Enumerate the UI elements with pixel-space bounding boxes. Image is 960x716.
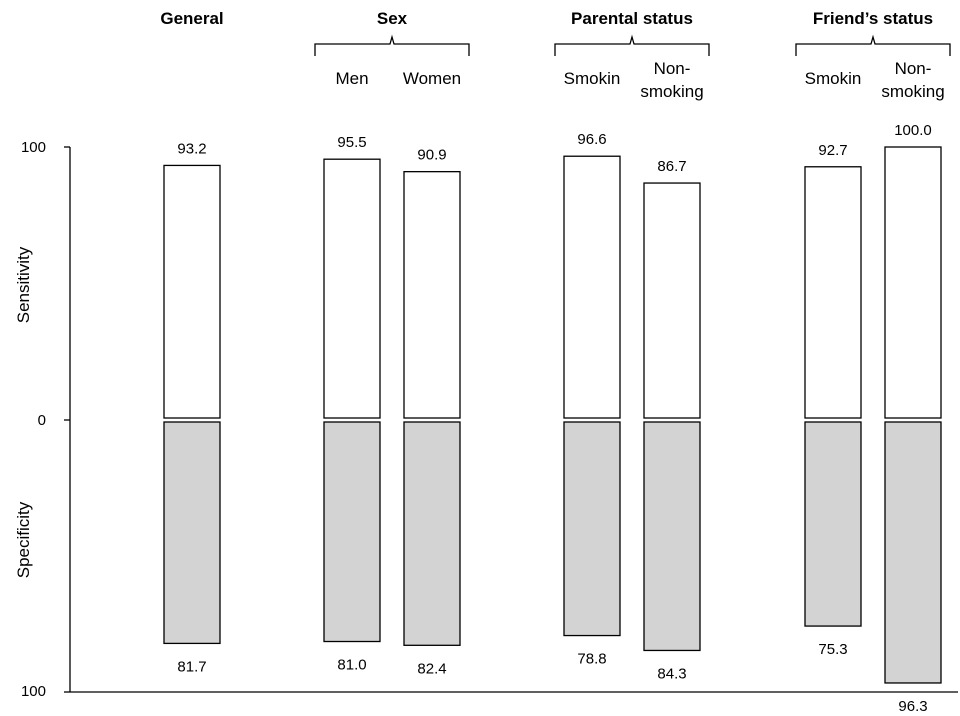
sensitivity-bar xyxy=(403,171,461,419)
specificity-value-label: 96.3 xyxy=(898,698,927,715)
group-title: Parental status xyxy=(571,9,693,28)
specificity-bar xyxy=(403,421,461,646)
y-axis-title-specificity: Specificity xyxy=(14,501,33,578)
sensitivity-bar xyxy=(804,166,862,419)
bar-category-label: Non-smoking xyxy=(640,59,703,101)
bar-category-label: Women xyxy=(403,69,461,88)
specificity-bar xyxy=(884,421,942,684)
sensitivity-value-label: 86.7 xyxy=(657,158,686,175)
specificity-bar xyxy=(804,421,862,627)
bar-category-label: Smokin xyxy=(805,69,862,88)
specificity-bar xyxy=(323,421,381,643)
group-bracket xyxy=(795,34,951,56)
group-bracket xyxy=(554,34,710,56)
bar-category-label: Men xyxy=(335,69,368,88)
group-title: Sex xyxy=(377,9,408,28)
bar-category-label: Non-smoking xyxy=(881,59,944,101)
bar-category-label-line: Smokin xyxy=(805,69,862,88)
group-title: General xyxy=(160,9,223,28)
specificity-value-label: 78.8 xyxy=(577,651,606,668)
specificity-value-label: 75.3 xyxy=(818,641,847,658)
specificity-value-label: 82.4 xyxy=(417,660,446,677)
sensitivity-bar xyxy=(563,155,621,419)
y-axis-title-sensitivity: Sensitivity xyxy=(14,246,33,323)
group-title: Friend’s status xyxy=(813,9,933,28)
sensitivity-value-label: 92.7 xyxy=(818,142,847,159)
sensitivity-value-label: 90.9 xyxy=(417,147,446,164)
specificity-value-label: 81.7 xyxy=(177,658,206,675)
bar-category-label-line: Women xyxy=(403,69,461,88)
sensitivity-bar xyxy=(643,182,701,419)
bar-category-label-line: Non- xyxy=(654,59,691,78)
specificity-bar xyxy=(563,421,621,637)
sensitivity-bar xyxy=(163,164,221,419)
specificity-bar xyxy=(643,421,701,652)
sensitivity-bar xyxy=(884,146,942,419)
bar-category-label-line: Non- xyxy=(895,59,932,78)
sensitivity-value-label: 95.5 xyxy=(337,134,366,151)
bar-category-label-line: smoking xyxy=(640,82,703,101)
bar-category-label-line: Men xyxy=(335,69,368,88)
bar-category-label: Smokin xyxy=(564,69,621,88)
specificity-value-label: 84.3 xyxy=(657,665,686,682)
y-tick-label-bottom: 100 xyxy=(21,683,46,700)
sensitivity-bar xyxy=(323,158,381,419)
bar-category-label-line: smoking xyxy=(881,82,944,101)
bar-category-label-line: Smokin xyxy=(564,69,621,88)
y-tick-label-middle: 0 xyxy=(38,412,46,429)
sensitivity-value-label: 100.0 xyxy=(894,122,932,139)
y-tick-label-top: 100 xyxy=(21,139,46,156)
specificity-bar xyxy=(163,421,221,645)
group-bracket xyxy=(314,34,470,56)
sensitivity-value-label: 93.2 xyxy=(177,140,206,157)
specificity-value-label: 81.0 xyxy=(337,657,366,674)
sensitivity-value-label: 96.6 xyxy=(577,131,606,148)
